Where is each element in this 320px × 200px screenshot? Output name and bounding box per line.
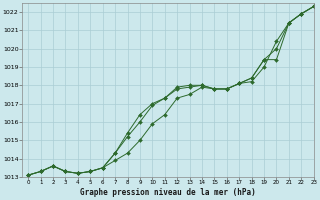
X-axis label: Graphe pression niveau de la mer (hPa): Graphe pression niveau de la mer (hPa) [80, 188, 256, 197]
